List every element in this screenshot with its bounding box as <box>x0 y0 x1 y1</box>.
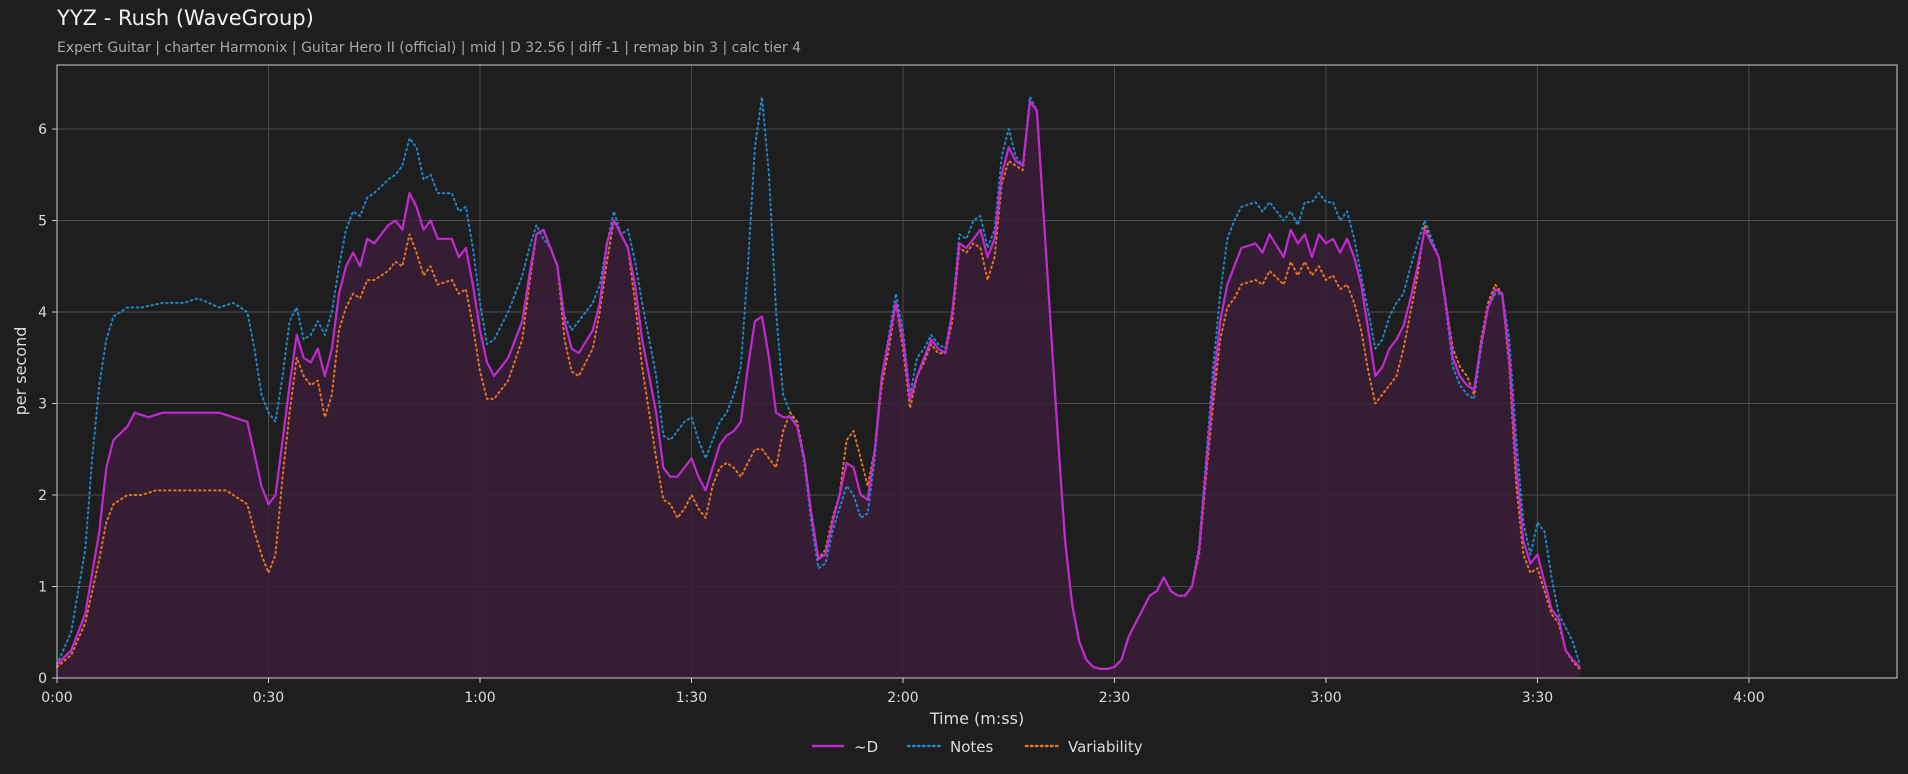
x-tick-label: 4:00 <box>1733 690 1764 706</box>
y-tick-label: 0 <box>38 671 47 687</box>
y-tick-label: 4 <box>38 305 47 321</box>
x-tick-label: 3:30 <box>1522 690 1553 706</box>
chart-title: YYZ - Rush (WaveGroup) <box>57 6 314 30</box>
y-tick-label: 3 <box>38 397 47 413</box>
x-axis: 0:00 0:30 1:00 1:30 2:00 2:30 3:00 3:30 4:00 <box>41 678 1765 706</box>
chart-subtitle: Expert Guitar | charter Harmonix | Guita… <box>57 40 802 56</box>
y-tick-label: 5 <box>38 214 47 230</box>
legend-label: Notes <box>950 738 994 756</box>
y-axis-label: per second <box>11 327 30 416</box>
legend-label: Variability <box>1068 738 1143 756</box>
y-tick-label: 6 <box>38 122 47 138</box>
x-tick-label: 2:00 <box>887 690 918 706</box>
x-tick-label: 2:30 <box>1099 690 1130 706</box>
x-tick-label: 1:00 <box>464 690 495 706</box>
x-tick-label: 1:30 <box>676 690 707 706</box>
y-axis: 0 1 2 3 4 5 6 <box>38 122 57 687</box>
x-tick-label: 0:00 <box>41 690 72 706</box>
series-line-d <box>55 100 1581 670</box>
x-tick-label: 0:30 <box>253 690 284 706</box>
legend: ~D Notes Variability <box>812 738 1143 756</box>
series-lines <box>55 96 1581 670</box>
series-fill-d <box>57 101 1580 679</box>
y-tick-label: 1 <box>38 580 47 596</box>
x-tick-label: 3:00 <box>1310 690 1341 706</box>
x-axis-label: Time (m:ss) <box>929 709 1024 728</box>
legend-label: ~D <box>854 738 878 756</box>
y-tick-label: 2 <box>38 488 47 504</box>
plot-frame <box>56 64 1898 679</box>
series-fills <box>57 101 1580 679</box>
series-line-notes <box>56 96 1581 670</box>
